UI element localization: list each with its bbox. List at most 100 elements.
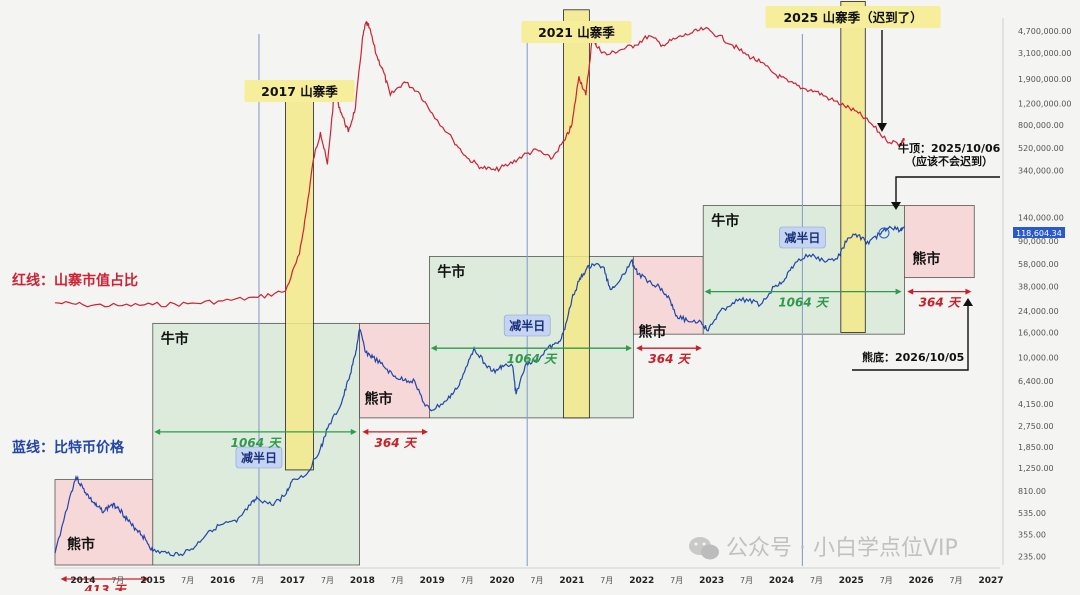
duration-arrow-right-2 xyxy=(422,428,429,435)
bear-bottom-label: 熊底：2026/10/05 xyxy=(862,350,964,364)
x-tick-label-15: 7月 xyxy=(600,576,613,585)
duration-arrow-left-0 xyxy=(60,576,67,582)
x-tick-label-19: 7月 xyxy=(740,576,753,585)
halving-badge-1 xyxy=(503,314,551,337)
duration-label-3: 1064 天 xyxy=(507,352,559,366)
x-tick-label-1: 7月 xyxy=(111,576,124,585)
y-tick-label-16: 2,750.00 xyxy=(1018,422,1054,431)
price-marker-icon xyxy=(878,227,890,239)
x-tick-label-16: 2022 xyxy=(629,576,654,586)
y-tick-label-9: 58,000.00 xyxy=(1018,260,1059,269)
region-bear-6 xyxy=(903,205,975,279)
region-bear-0 xyxy=(54,479,154,566)
duration-arrow-left-4 xyxy=(636,345,643,352)
bear-bottom-annotation: 熊底：2026/10/05 xyxy=(852,298,973,371)
y-tick-label-3: 1,200,000.00 xyxy=(1018,99,1071,108)
bull-top-line2: （应该不会迟到） xyxy=(905,154,993,168)
x-tick-label-18: 2023 xyxy=(699,576,724,586)
y-tick-label-1: 3,100,000.00 xyxy=(1018,49,1071,58)
halving-lines xyxy=(258,34,803,566)
duration-label-1: 1064 天 xyxy=(231,436,283,450)
bear-bottom-pointer xyxy=(852,302,969,371)
duration-arrow-left-5 xyxy=(704,288,711,295)
price-tag-value: 118,604.34 xyxy=(1016,229,1062,238)
x-tick-label-17: 7月 xyxy=(670,576,683,585)
region-label-2: 熊市 xyxy=(365,390,393,407)
bull-top-line1: 牛顶：2025/10/06 xyxy=(898,141,1001,155)
alt-season-label-0: 2017 山寨季 xyxy=(261,84,338,99)
x-tick-label-7: 7月 xyxy=(321,576,334,585)
y-tick-label-5: 520,000.00 xyxy=(1018,144,1064,153)
x-tick-label-3: 7月 xyxy=(181,576,194,585)
x-tick-label-13: 7月 xyxy=(530,576,543,585)
alt-series-label: 红线：山寨市值占比 xyxy=(12,272,138,289)
season-2025-arrowhead xyxy=(877,123,887,132)
y-tick-label-18: 1,250.00 xyxy=(1018,464,1054,473)
y-tick-label-2: 1,900,000.00 xyxy=(1018,75,1071,84)
halving-badge-2 xyxy=(779,226,826,249)
alt-dominance-line xyxy=(54,20,905,308)
y-tick-label-7: 140,000.00 xyxy=(1018,213,1064,222)
duration-arrow-left-2 xyxy=(362,428,369,435)
x-tick-label-12: 2020 xyxy=(490,576,515,586)
duration-label-6: 364 天 xyxy=(919,296,962,310)
btc-series-label: 蓝线：比特币价格 xyxy=(12,439,125,456)
y-tick-label-20: 535.00 xyxy=(1018,509,1046,518)
region-bear-2 xyxy=(359,322,430,419)
x-tick-label-25: 7月 xyxy=(950,576,963,585)
duration-arrow-right-0 xyxy=(143,576,150,582)
x-axis-ticks: 2014 7月 2015 7月 2016 7月 2017 7月 2018 7月 2019 7月 2020… xyxy=(70,576,1003,586)
halving-label-0: 减半日 xyxy=(241,450,277,465)
watermark-text: 公众号 · 小白学点位VIP xyxy=(726,536,958,561)
y-tick-label-14: 6,400.00 xyxy=(1018,377,1054,386)
region-bull-5 xyxy=(702,205,905,335)
duration-arrow-right-6 xyxy=(965,288,972,295)
alt-season-label-box-2 xyxy=(765,6,941,28)
alt-season-bands xyxy=(285,1,866,471)
region-label-5: 牛市 xyxy=(711,213,739,230)
x-tick-label-26: 2027 xyxy=(978,576,1003,586)
wechat-icon xyxy=(689,537,719,560)
region-bull-1 xyxy=(152,322,360,566)
region-label-3: 牛市 xyxy=(437,263,465,280)
alt-season-band-2 xyxy=(840,1,866,333)
y-tick-label-22: 235.00 xyxy=(1018,552,1046,561)
alt-season-label-box-0 xyxy=(244,80,355,102)
alt-season-label-1: 2021 山寨季 xyxy=(538,25,615,40)
alt-season-label-box-1 xyxy=(521,21,632,43)
duration-arrow-left-3 xyxy=(430,345,437,352)
x-tick-label-24: 2026 xyxy=(909,576,934,586)
duration-label-5: 1064 天 xyxy=(778,296,830,310)
x-tick-label-20: 2024 xyxy=(769,576,794,586)
y-tick-label-4: 800,000.00 xyxy=(1018,121,1064,130)
bear-bottom-arrowhead xyxy=(963,298,973,306)
y-axis-ticks: 4,700,000.00 3,100,000.00 1,900,000.00 1,20… xyxy=(1018,27,1071,561)
x-tick-label-11: 7月 xyxy=(461,576,474,585)
y-tick-label-8: 90,000.00 xyxy=(1018,237,1059,246)
y-tick-label-13: 10,000.00 xyxy=(1018,353,1059,362)
y-tick-label-6: 340,000.00 xyxy=(1018,166,1064,175)
bull-top-pointer xyxy=(895,176,1000,207)
duration-arrow-left-6 xyxy=(907,288,914,295)
duration-arrow-right-5 xyxy=(895,288,902,295)
x-tick-label-6: 2017 xyxy=(280,576,305,586)
duration-label-2: 364 天 xyxy=(375,436,418,450)
x-tick-label-9: 7月 xyxy=(391,576,404,585)
alt-season-band-0 xyxy=(285,92,314,471)
alt-season-label-2: 2025 山寨季（迟到了） xyxy=(783,10,922,25)
price-tag: 118,604.34 xyxy=(878,227,1065,239)
halving-label-1: 减半日 xyxy=(509,318,545,333)
duration-arrow-left-1 xyxy=(154,428,161,435)
y-tick-label-19: 810.00 xyxy=(1018,487,1046,496)
y-tick-label-15: 4,150.00 xyxy=(1018,400,1054,409)
region-label-6: 熊市 xyxy=(912,251,940,268)
x-tick-label-10: 2019 xyxy=(420,576,445,586)
y-tick-label-21: 355.00 xyxy=(1018,531,1046,540)
duration-arrow-right-3 xyxy=(625,345,632,352)
duration-label-4: 364 天 xyxy=(648,352,691,366)
duration-arrow-right-1 xyxy=(350,428,357,435)
